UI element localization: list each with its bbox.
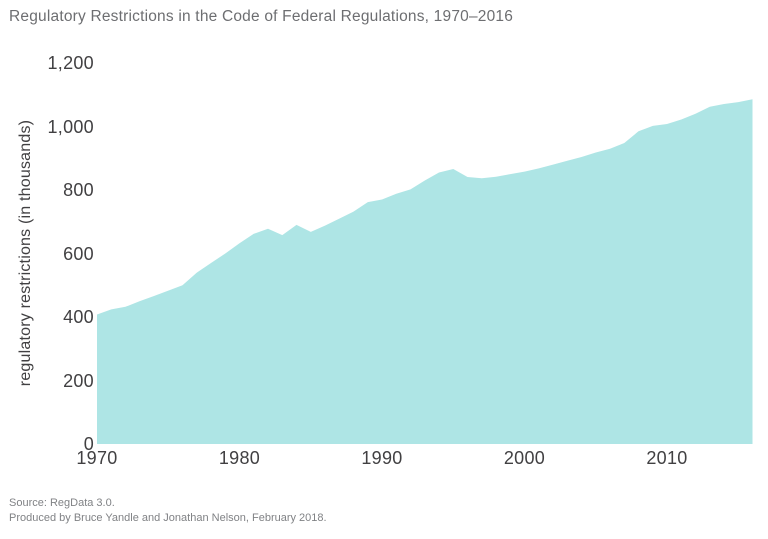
area-series	[97, 99, 753, 444]
footer-notes: Source: RegData 3.0. Produced by Bruce Y…	[9, 496, 327, 526]
y-axis-tick-label: 0	[83, 434, 94, 454]
producer-note: Produced by Bruce Yandle and Jonathan Ne…	[9, 512, 327, 524]
x-axis-tick-label: 1990	[361, 448, 403, 468]
y-axis-tick-label: 600	[63, 243, 94, 264]
x-axis-tick-label: 1970	[76, 448, 118, 468]
chart-title: Regulatory Restrictions in the Code of F…	[9, 8, 514, 25]
y-axis-tick-label: 1,000	[47, 116, 94, 137]
y-axis-tick-label: 400	[63, 307, 94, 327]
x-axis-tick-label: 2010	[646, 448, 688, 468]
y-axis-tick-label: 800	[63, 180, 94, 200]
y-axis-tick-label: 1,200	[47, 53, 94, 73]
source-note: Source: RegData 3.0.	[9, 497, 115, 509]
y-axis-title: regulatory restrictions (in thousands)	[17, 119, 34, 387]
x-axis-tick-label: 2000	[503, 448, 546, 468]
y-axis-tick-label: 200	[63, 370, 94, 391]
x-axis-tick-label: 1980	[218, 448, 261, 468]
